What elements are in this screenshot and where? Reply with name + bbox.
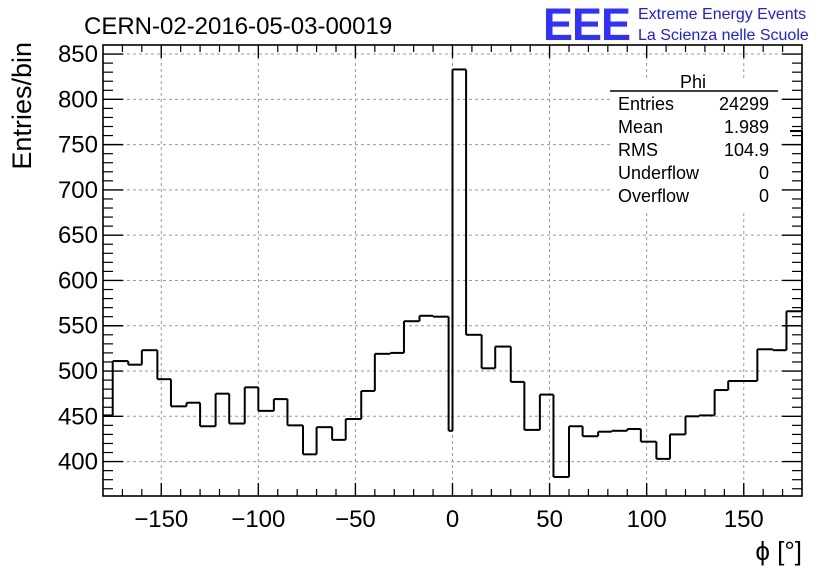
x-tick-label: 100 — [627, 506, 667, 533]
x-tick-label: −50 — [335, 506, 376, 533]
stats-rms-label: RMS — [618, 140, 658, 160]
y-tick-label: 500 — [58, 358, 98, 385]
stats-rms-value: 104.9 — [724, 140, 769, 160]
y-tick-label: 800 — [58, 86, 98, 113]
stats-mean-value: 1.989 — [724, 117, 769, 137]
run-title: CERN-02-2016-05-03-00019 — [84, 13, 392, 40]
axis-ticks — [103, 45, 802, 496]
x-tick-label: 50 — [536, 506, 563, 533]
x-axis-title: ϕ [°] — [755, 536, 802, 566]
y-tick-label: 450 — [58, 403, 98, 430]
y-tick-label: 600 — [58, 267, 98, 294]
eee-logo-mark: EEE — [543, 0, 630, 50]
y-tick-label: 850 — [58, 41, 98, 68]
stats-box-title: Phi — [680, 72, 706, 92]
stats-overflow-label: Overflow — [618, 186, 690, 206]
eee-logo-line-1: Extreme Energy Events — [638, 6, 806, 23]
histogram-series — [103, 68, 803, 478]
y-tick-label: 550 — [58, 313, 98, 340]
eee-logo-line-2: La Scienza nelle Scuole — [638, 27, 809, 44]
stats-underflow-label: Underflow — [618, 163, 700, 183]
stats-entries-value: 24299 — [719, 94, 769, 114]
stats-underflow-value: 0 — [759, 163, 769, 183]
y-tick-label: 400 — [58, 449, 98, 476]
tick-labels: −150 −100 −50 0 50 100 150 400 450 500 550 600 650 70… — [58, 41, 764, 533]
y-tick-label: 750 — [58, 132, 98, 159]
stats-box: Phi Entries 24299 Mean 1.989 RMS 104.9 U… — [610, 72, 778, 210]
y-axis-title: Entries/bin — [7, 42, 37, 170]
x-tick-label: −100 — [231, 506, 285, 533]
x-tick-label: 0 — [446, 506, 459, 533]
eee-logo: EEE Extreme Energy Events La Scienza nel… — [543, 0, 809, 50]
stats-entries-label: Entries — [618, 94, 674, 114]
x-tick-label: 150 — [724, 506, 764, 533]
y-tick-label: 650 — [58, 222, 98, 249]
y-tick-label: 700 — [58, 177, 98, 204]
stats-mean-label: Mean — [618, 117, 663, 137]
stats-overflow-value: 0 — [759, 186, 769, 206]
x-tick-label: −150 — [134, 506, 188, 533]
stats-box-background — [610, 78, 778, 210]
